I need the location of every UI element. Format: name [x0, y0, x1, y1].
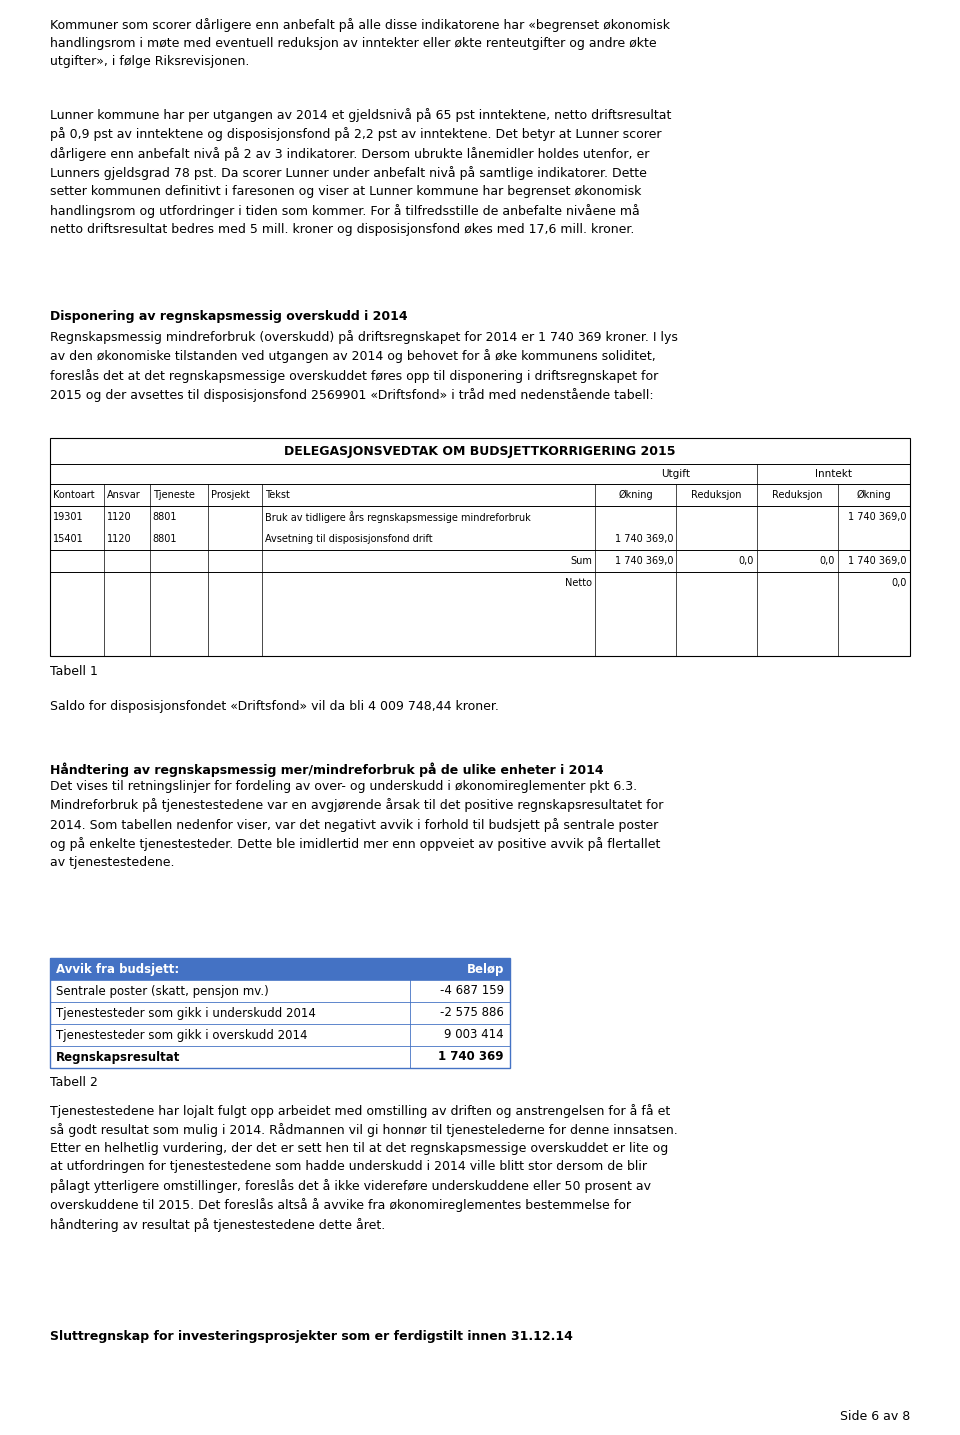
Text: 0,0: 0,0: [820, 555, 835, 565]
Text: 0,0: 0,0: [738, 555, 754, 565]
Text: -2 575 886: -2 575 886: [440, 1006, 504, 1019]
Text: Regnskapsmessig mindreforbruk (overskudd) på driftsregnskapet for 2014 er 1 740 : Regnskapsmessig mindreforbruk (overskudd…: [50, 330, 678, 402]
Text: 19301: 19301: [53, 512, 84, 522]
Text: DELEGASJONSVEDTAK OM BUDSJETTKORRIGERING 2015: DELEGASJONSVEDTAK OM BUDSJETTKORRIGERING…: [284, 445, 676, 458]
Text: Avvik fra budsjett:: Avvik fra budsjett:: [56, 963, 180, 976]
Text: Kontoart: Kontoart: [53, 489, 95, 499]
Text: 0,0: 0,0: [892, 578, 907, 588]
Text: Tekst: Tekst: [265, 489, 289, 499]
Text: Tjeneste: Tjeneste: [153, 489, 195, 499]
Text: Tabell 1: Tabell 1: [50, 664, 98, 677]
Text: Lunner kommune har per utgangen av 2014 et gjeldsnivå på 65 pst inntektene, nett: Lunner kommune har per utgangen av 2014 …: [50, 108, 671, 235]
Text: 15401: 15401: [53, 534, 84, 544]
Text: -4 687 159: -4 687 159: [440, 984, 504, 997]
Text: Sluttregnskap for investeringsprosjekter som er ferdigstilt innen 31.12.14: Sluttregnskap for investeringsprosjekter…: [50, 1330, 573, 1343]
Text: Ansvar: Ansvar: [108, 489, 141, 499]
Text: Kommuner som scorer dårligere enn anbefalt på alle disse indikatorene har «begre: Kommuner som scorer dårligere enn anbefa…: [50, 19, 670, 67]
Bar: [838, 573, 910, 594]
Text: Regnskapsresultat: Regnskapsresultat: [56, 1050, 180, 1063]
Text: Tjenestesteder som gikk i overskudd 2014: Tjenestesteder som gikk i overskudd 2014: [56, 1029, 307, 1042]
Text: 8801: 8801: [153, 534, 178, 544]
Text: Bruk av tidligere års regnskapsmessige mindreforbruk: Bruk av tidligere års regnskapsmessige m…: [265, 511, 530, 522]
Text: 9 003 414: 9 003 414: [444, 1029, 504, 1042]
Text: Økning: Økning: [618, 489, 653, 501]
Bar: [50, 438, 910, 656]
Text: Reduksjon: Reduksjon: [691, 489, 742, 499]
Text: 1120: 1120: [108, 534, 132, 544]
Text: Beløp: Beløp: [467, 963, 504, 976]
Text: 1120: 1120: [108, 512, 132, 522]
Text: Sentrale poster (skatt, pensjon mv.): Sentrale poster (skatt, pensjon mv.): [56, 984, 269, 997]
Text: Tjenestestedene har lojalt fulgt opp arbeidet med omstilling av driften og anstr: Tjenestestedene har lojalt fulgt opp arb…: [50, 1104, 678, 1231]
Text: Håndtering av regnskapsmessig mer/mindreforbruk på de ulike enheter i 2014: Håndtering av regnskapsmessig mer/mindre…: [50, 762, 604, 776]
Text: Avsetning til disposisjonsfond drift: Avsetning til disposisjonsfond drift: [265, 534, 432, 544]
Text: Side 6 av 8: Side 6 av 8: [840, 1411, 910, 1424]
Bar: [50, 959, 510, 1068]
Text: 1 740 369,0: 1 740 369,0: [849, 512, 907, 522]
Text: Netto: Netto: [565, 578, 592, 588]
Text: Sum: Sum: [570, 555, 592, 565]
Text: Inntekt: Inntekt: [815, 469, 852, 479]
Text: Reduksjon: Reduksjon: [772, 489, 823, 499]
Text: 1 740 369: 1 740 369: [439, 1050, 504, 1063]
Bar: [50, 959, 510, 980]
Text: 8801: 8801: [153, 512, 178, 522]
Text: 1 740 369,0: 1 740 369,0: [849, 555, 907, 565]
Text: Det vises til retningslinjer for fordeling av over- og underskudd i økonomiregle: Det vises til retningslinjer for fordeli…: [50, 781, 663, 870]
Text: Økning: Økning: [856, 489, 891, 501]
Text: Prosjekt: Prosjekt: [211, 489, 251, 499]
Text: Tabell 2: Tabell 2: [50, 1076, 98, 1089]
Text: Saldo for disposisjonsfondet «Driftsfond» vil da bli 4 009 748,44 kroner.: Saldo for disposisjonsfondet «Driftsfond…: [50, 700, 499, 713]
Text: 1 740 369,0: 1 740 369,0: [614, 555, 673, 565]
Text: Tjenestesteder som gikk i underskudd 2014: Tjenestesteder som gikk i underskudd 201…: [56, 1006, 316, 1019]
Text: Utgift: Utgift: [661, 469, 690, 479]
Text: 1 740 369,0: 1 740 369,0: [614, 534, 673, 544]
Text: Disponering av regnskapsmessig overskudd i 2014: Disponering av regnskapsmessig overskudd…: [50, 310, 408, 323]
